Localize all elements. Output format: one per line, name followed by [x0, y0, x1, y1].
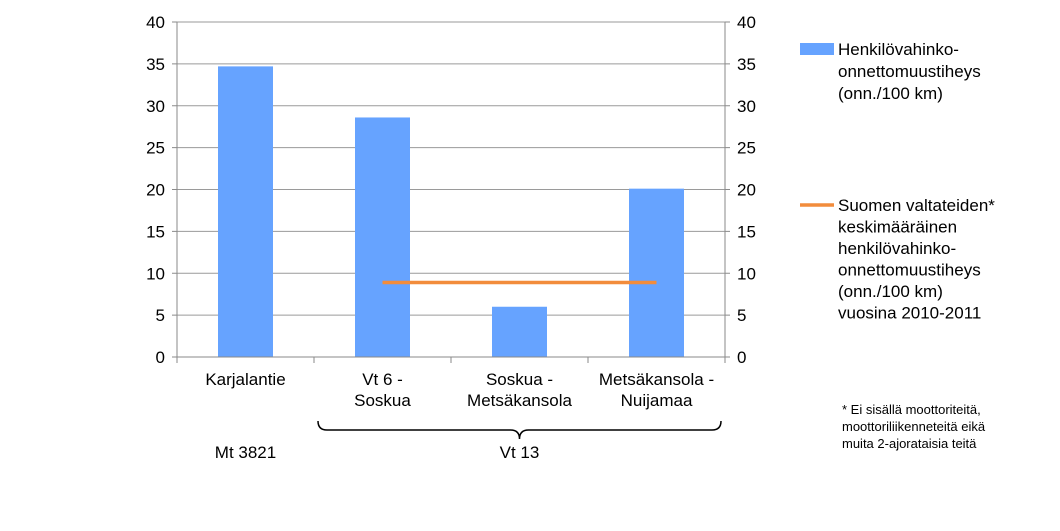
y2-tick-label: 30	[737, 97, 756, 116]
bar	[218, 66, 273, 357]
right-y-tick-labels: 0 5 10 15 20 25 30 35 40	[737, 13, 756, 367]
category-label: Karjalantie	[205, 370, 285, 389]
group-label: Mt 3821	[215, 443, 276, 462]
y-tick-label: 20	[146, 181, 165, 200]
footnote: * Ei sisällä moottoriteitä, moottoriliike…	[842, 402, 986, 451]
bar	[629, 188, 684, 357]
axes	[172, 21, 730, 363]
y-tick-label: 5	[156, 306, 165, 325]
y2-tick-label: 15	[737, 222, 756, 241]
category-labels: Karjalantie Vt 6 -Soskua Soskua -Metsäkans…	[205, 370, 714, 410]
legend-bar-label: Henkilövahinko-onnettomuustiheys (onn./10…	[838, 40, 981, 103]
category-label: Soskua -Metsäkansola	[467, 370, 572, 410]
legend: Henkilövahinko-onnettomuustiheys (onn./10…	[800, 40, 995, 323]
y2-tick-label: 25	[737, 139, 756, 158]
category-label: Metsäkansola -Nuijamaa	[599, 370, 714, 410]
y2-tick-label: 5	[737, 306, 746, 325]
y2-tick-label: 10	[737, 264, 756, 283]
y2-tick-label: 0	[737, 348, 746, 367]
bar	[492, 306, 547, 357]
legend-line-label: Suomen valtateiden* keskimääräinen henkilö…	[838, 196, 995, 323]
left-y-tick-labels: 0 5 10 15 20 25 30 35 40	[146, 13, 165, 367]
bars	[218, 66, 684, 357]
category-label: Vt 6 -Soskua	[354, 370, 411, 410]
y-tick-label: 40	[146, 13, 165, 32]
y-tick-label: 30	[146, 97, 165, 116]
y2-tick-label: 35	[737, 55, 756, 74]
group-label: Vt 13	[500, 443, 540, 462]
y-tick-label: 15	[146, 222, 165, 241]
footnote-text: * Ei sisällä moottoriteitä, moottoriliike…	[842, 402, 986, 451]
bar	[355, 117, 410, 357]
legend-bar-swatch	[800, 43, 834, 55]
y-tick-label: 10	[146, 264, 165, 283]
group-bracket	[317, 420, 722, 440]
y-tick-label: 25	[146, 139, 165, 158]
y2-tick-label: 40	[737, 13, 756, 32]
y-tick-label: 0	[156, 348, 165, 367]
group-labels: Mt 3821 Vt 13	[215, 420, 722, 462]
y2-tick-label: 20	[737, 181, 756, 200]
y-tick-label: 35	[146, 55, 165, 74]
